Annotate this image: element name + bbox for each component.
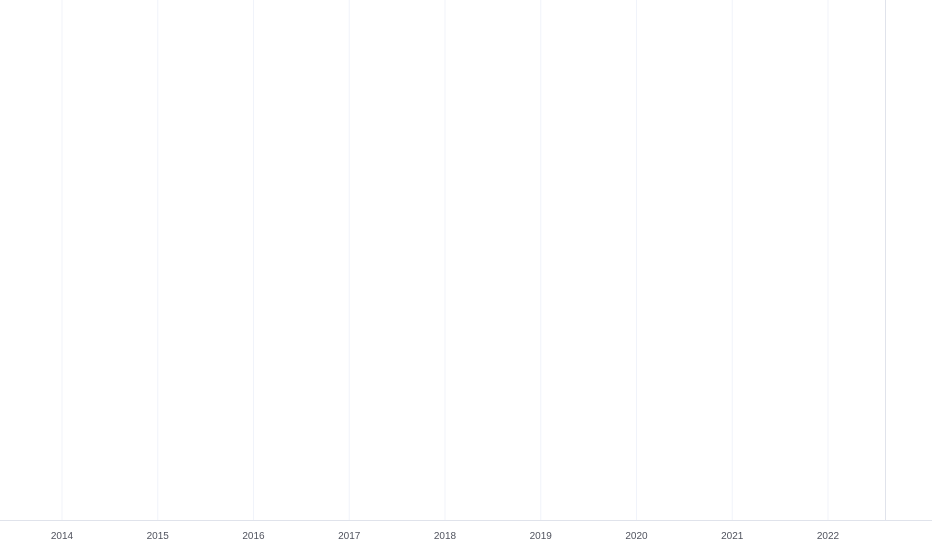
time-axis[interactable]: 2014 2015 2016 2017 2018 2019 2020 2021 2022: [51, 531, 840, 542]
x-tick-label: 2022: [817, 531, 840, 542]
x-tick-label: 2020: [625, 531, 648, 542]
x-tick-label: 2017: [338, 531, 361, 542]
x-tick-label: 2015: [147, 531, 170, 542]
gridlines: [61, 0, 829, 520]
x-tick-label: 2019: [530, 531, 553, 542]
x-tick-label: 2014: [51, 531, 74, 542]
x-tick-label: 2021: [721, 531, 744, 542]
x-tick-label: 2018: [434, 531, 457, 542]
x-tick-label: 2016: [242, 531, 265, 542]
